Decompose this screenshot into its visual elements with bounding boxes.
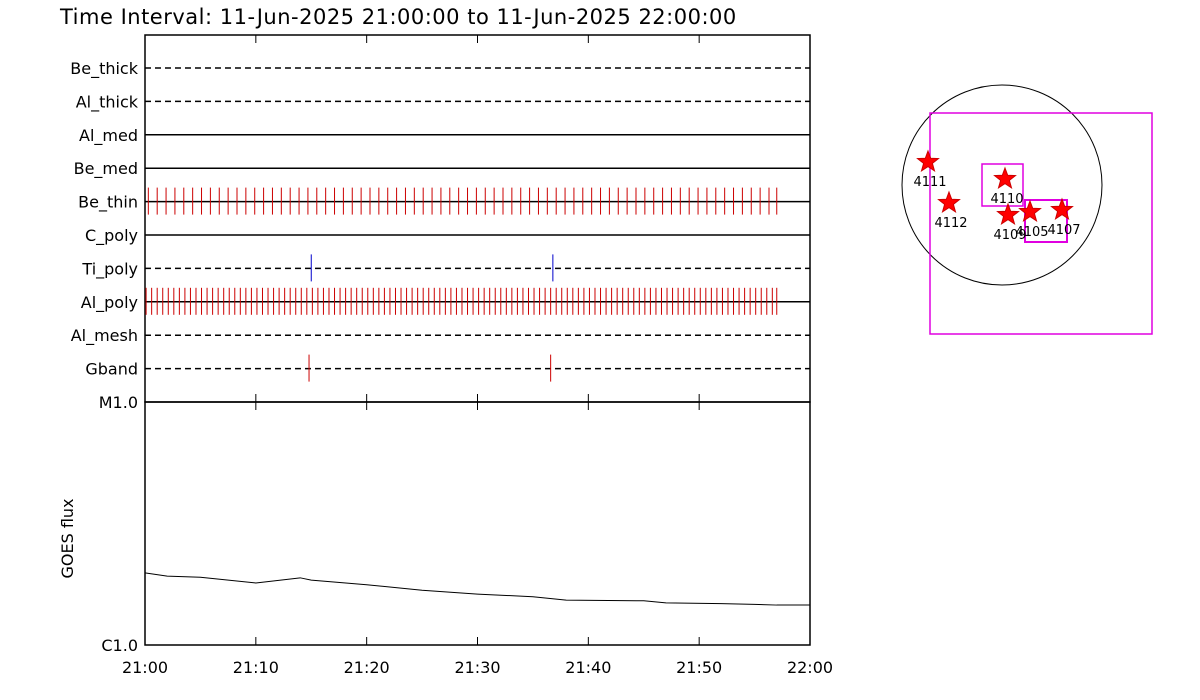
x-tick-label: 21:10	[233, 658, 279, 677]
region-label: 4107	[1047, 223, 1080, 238]
x-tick-label: 22:00	[787, 658, 833, 677]
panel-frame	[144, 34, 811, 403]
y-axis-label: GOES flux	[58, 498, 77, 578]
filter-label: Be_thick	[70, 59, 138, 79]
filter-label: Al_mesh	[71, 326, 138, 346]
filter-label: Gband	[85, 360, 138, 379]
goes-line	[144, 572, 810, 606]
region-star	[1050, 197, 1074, 221]
x-tick-label: 21:30	[454, 658, 500, 677]
region-label: 4112	[934, 216, 967, 231]
region-star	[916, 149, 940, 173]
region-label: 4111	[913, 175, 946, 190]
region-map	[901, 84, 1153, 335]
fov-box	[981, 163, 1024, 207]
region-star	[1018, 199, 1042, 223]
title: Time Interval: 11-Jun-2025 21:00:00 to 1…	[59, 5, 737, 29]
fov-box	[1024, 199, 1068, 243]
region-label: 4110	[990, 192, 1023, 207]
region-star	[996, 202, 1020, 226]
x-tick-label: 21:40	[565, 658, 611, 677]
region-star	[993, 166, 1017, 190]
region-star	[937, 190, 961, 214]
solar-disk	[901, 84, 1103, 286]
y-tick-label: M1.0	[99, 393, 138, 412]
filter-label: Al_thick	[76, 92, 139, 112]
region-label: 4109	[993, 228, 1026, 243]
x-tick-label: 21:20	[344, 658, 390, 677]
filter-label: C_poly	[85, 226, 138, 246]
filter-label: Be_thin	[78, 193, 138, 213]
region-label: 4105	[1015, 225, 1048, 240]
x-tick-label: 21:00	[122, 658, 168, 677]
filter-label: Al_poly	[81, 293, 138, 313]
fov-box	[929, 112, 1153, 335]
filter-label: Al_med	[79, 126, 138, 146]
filter-label: Ti_poly	[81, 259, 138, 279]
panel-frame	[144, 401, 811, 646]
filter-label: Be_med	[74, 159, 138, 179]
x-tick-label: 21:50	[676, 658, 722, 677]
y-tick-label: C1.0	[101, 636, 138, 655]
